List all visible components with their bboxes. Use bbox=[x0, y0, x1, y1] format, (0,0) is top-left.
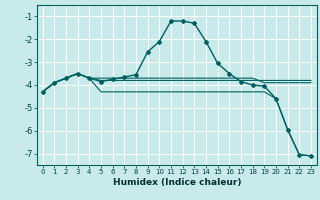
X-axis label: Humidex (Indice chaleur): Humidex (Indice chaleur) bbox=[113, 178, 241, 187]
